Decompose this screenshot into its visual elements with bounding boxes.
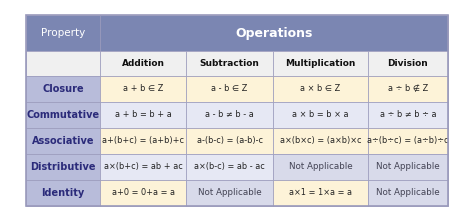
- Text: a - b ≠ b - a: a - b ≠ b - a: [205, 110, 254, 119]
- Text: a÷(b÷c) = (a÷b)÷c: a÷(b÷c) = (a÷b)÷c: [367, 136, 448, 145]
- Bar: [273, 154, 368, 179]
- Bar: [273, 76, 368, 102]
- Bar: [100, 51, 186, 76]
- Text: Associative: Associative: [32, 136, 94, 146]
- Bar: [26, 128, 100, 154]
- Bar: [186, 76, 273, 102]
- Bar: [26, 102, 100, 128]
- Bar: [26, 179, 100, 206]
- Text: Subtraction: Subtraction: [200, 59, 260, 68]
- Bar: [368, 51, 448, 76]
- Text: Commutative: Commutative: [27, 110, 100, 120]
- Text: a×(b×c) = (a×b)×c: a×(b×c) = (a×b)×c: [280, 136, 361, 145]
- Text: Property: Property: [41, 28, 85, 38]
- Bar: [100, 128, 186, 154]
- Text: a - b ∈ Z: a - b ∈ Z: [211, 84, 248, 93]
- Text: a×(b+c) = ab + ac: a×(b+c) = ab + ac: [104, 162, 182, 171]
- Bar: [186, 179, 273, 206]
- Text: Addition: Addition: [122, 59, 164, 68]
- Bar: [26, 15, 448, 206]
- Bar: [186, 128, 273, 154]
- Bar: [100, 76, 186, 102]
- Bar: [100, 15, 448, 51]
- Text: Not Applicable: Not Applicable: [198, 188, 262, 197]
- Text: Not Applicable: Not Applicable: [376, 188, 440, 197]
- Bar: [368, 179, 448, 206]
- Bar: [186, 154, 273, 179]
- Text: Multiplication: Multiplication: [285, 59, 356, 68]
- Bar: [368, 154, 448, 179]
- Bar: [186, 51, 273, 76]
- Bar: [273, 128, 368, 154]
- Bar: [273, 179, 368, 206]
- Text: Not Applicable: Not Applicable: [289, 162, 352, 171]
- Bar: [26, 15, 448, 206]
- Text: a ÷ b ∉ Z: a ÷ b ∉ Z: [388, 84, 428, 93]
- Bar: [26, 15, 100, 51]
- Bar: [100, 154, 186, 179]
- Bar: [100, 179, 186, 206]
- Bar: [368, 76, 448, 102]
- Text: Not Applicable: Not Applicable: [376, 162, 440, 171]
- Bar: [26, 76, 100, 102]
- Text: Identity: Identity: [41, 188, 84, 198]
- Text: a×1 = 1×a = a: a×1 = 1×a = a: [289, 188, 352, 197]
- Bar: [26, 154, 100, 179]
- Bar: [273, 51, 368, 76]
- Text: Operations: Operations: [235, 27, 312, 40]
- Bar: [368, 102, 448, 128]
- Text: a + b = b + a: a + b = b + a: [115, 110, 172, 119]
- Bar: [186, 102, 273, 128]
- Bar: [100, 102, 186, 128]
- Text: a+0 = 0+a = a: a+0 = 0+a = a: [112, 188, 174, 197]
- Text: Distributive: Distributive: [30, 162, 96, 171]
- Text: a ÷ b ≠ b ÷ a: a ÷ b ≠ b ÷ a: [380, 110, 436, 119]
- Bar: [368, 128, 448, 154]
- Text: a × b = b × a: a × b = b × a: [292, 110, 348, 119]
- Bar: [26, 51, 100, 76]
- Text: a + b ∈ Z: a + b ∈ Z: [123, 84, 164, 93]
- Text: Division: Division: [387, 59, 428, 68]
- Text: Closure: Closure: [42, 84, 84, 94]
- Bar: [273, 102, 368, 128]
- Text: a × b ∈ Z: a × b ∈ Z: [300, 84, 340, 93]
- Text: a-(b-c) = (a-b)-c: a-(b-c) = (a-b)-c: [197, 136, 263, 145]
- Text: a×(b-c) = ab - ac: a×(b-c) = ab - ac: [194, 162, 265, 171]
- Text: a+(b+c) = (a+b)+c: a+(b+c) = (a+b)+c: [102, 136, 184, 145]
